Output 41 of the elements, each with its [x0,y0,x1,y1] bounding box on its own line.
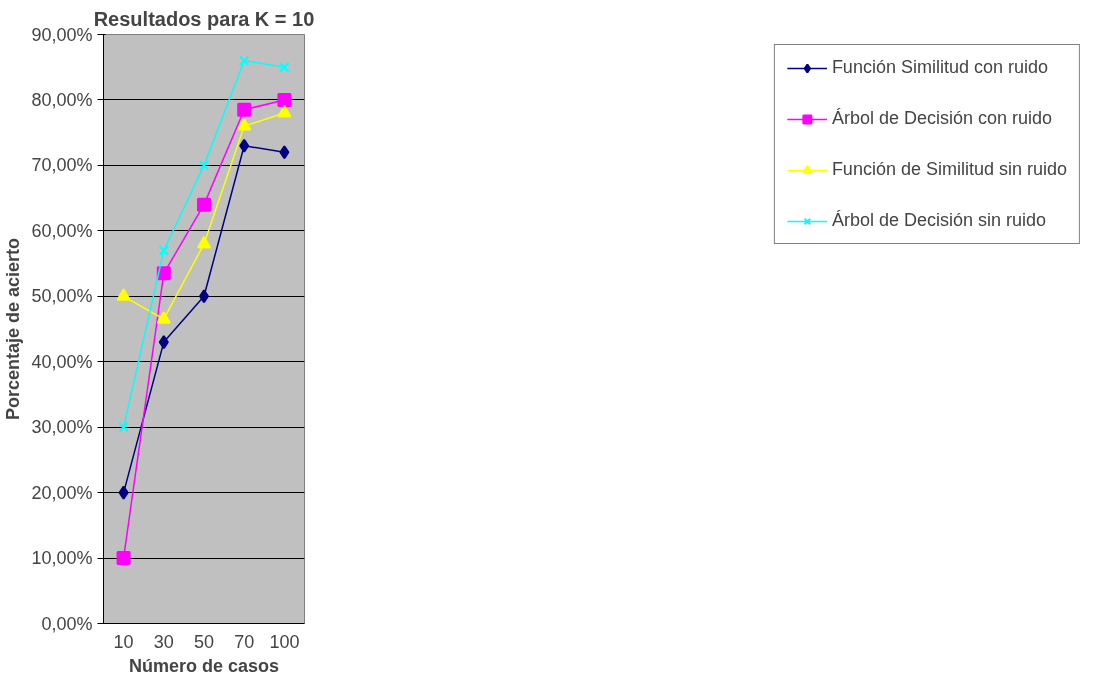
point [118,421,129,433]
point [158,245,170,256]
x-tick-label: 30 [153,631,174,652]
y-tick-label: 70,00% [31,155,93,176]
y-tick-label: 30,00% [31,417,93,438]
point [279,61,290,73]
point [279,145,290,160]
y-tick-label: 50,00% [31,286,93,307]
point [197,197,211,212]
y-tick-label: 40,00% [31,351,93,372]
y-tick-label: 60,00% [31,220,93,241]
legend-label: Árbol de Decisión sin ruido [831,210,1046,231]
y-axis-title: Porcentaje de acierto [3,237,24,421]
legend-label: Función de Similitud sin ruido [831,159,1067,180]
x-tick-label: 70 [234,631,255,652]
x-tick-label: 100 [269,631,300,652]
point [156,266,171,281]
point [237,102,252,117]
point [277,105,292,118]
y-tick-label: 0,00% [41,613,93,634]
point [198,160,210,171]
x-tick-label: 10 [113,631,134,652]
point [118,485,129,500]
y-tick-label: 20,00% [31,482,93,503]
legend-label: Árbol de Decisión con ruido [831,108,1052,129]
point [158,335,169,350]
point [116,288,131,301]
point [238,55,250,66]
point [237,118,252,131]
y-tick-label: 10,00% [31,548,93,569]
legend-label: Función Similitud con ruido [831,57,1048,78]
y-tick-label: 80,00% [31,89,93,110]
point [277,92,292,107]
point [239,138,250,153]
point [156,311,171,324]
chart-title: Resultados para K = 10 [93,7,315,30]
x-tick-label: 50 [193,631,215,652]
y-tick-label: 90,00% [31,24,93,45]
x-axis-title: Número de casos [128,655,280,676]
point [197,235,211,249]
point [116,551,131,566]
